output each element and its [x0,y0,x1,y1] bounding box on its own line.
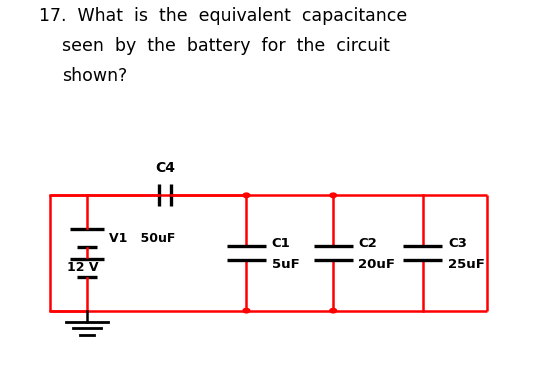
Circle shape [243,308,250,313]
Text: shown?: shown? [62,67,127,85]
Text: C1: C1 [272,237,290,250]
Circle shape [330,193,337,198]
Text: seen  by  the  battery  for  the  circuit: seen by the battery for the circuit [62,37,389,55]
Text: 12 V: 12 V [67,262,99,274]
Text: V1   50uF: V1 50uF [109,232,176,244]
Circle shape [243,193,250,198]
Text: 20uF: 20uF [358,258,395,270]
Text: C2: C2 [358,237,377,250]
Text: C3: C3 [448,237,467,250]
Text: 25uF: 25uF [448,258,485,270]
Circle shape [330,308,337,313]
Text: 5uF: 5uF [272,258,300,270]
Text: C4: C4 [155,161,175,175]
Text: 17.  What  is  the  equivalent  capacitance: 17. What is the equivalent capacitance [39,7,408,25]
